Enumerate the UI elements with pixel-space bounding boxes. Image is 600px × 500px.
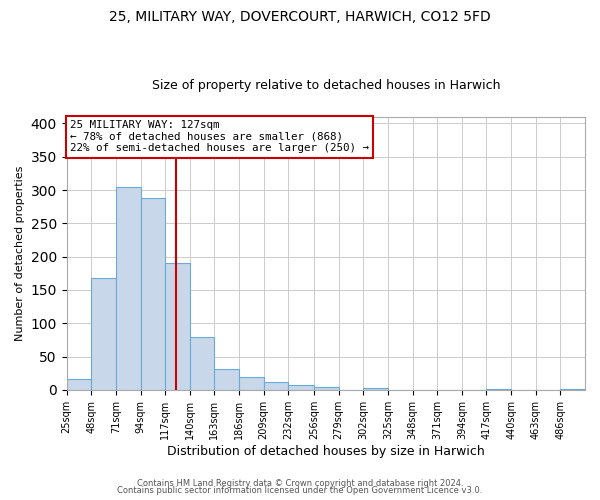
Bar xyxy=(67,379,91,390)
Bar xyxy=(289,384,314,390)
X-axis label: Distribution of detached houses by size in Harwich: Distribution of detached houses by size … xyxy=(167,444,485,458)
Bar xyxy=(140,198,165,390)
Bar xyxy=(314,386,338,390)
Y-axis label: Number of detached properties: Number of detached properties xyxy=(15,166,25,341)
Bar xyxy=(165,264,190,390)
Bar xyxy=(91,278,116,390)
Bar xyxy=(214,369,239,390)
Text: 25, MILITARY WAY, DOVERCOURT, HARWICH, CO12 5FD: 25, MILITARY WAY, DOVERCOURT, HARWICH, C… xyxy=(109,10,491,24)
Bar xyxy=(364,388,388,390)
Text: Contains HM Land Registry data © Crown copyright and database right 2024.: Contains HM Land Registry data © Crown c… xyxy=(137,478,463,488)
Bar xyxy=(239,377,264,390)
Bar xyxy=(264,382,289,390)
Text: Contains public sector information licensed under the Open Government Licence v3: Contains public sector information licen… xyxy=(118,486,482,495)
Text: 25 MILITARY WAY: 127sqm
← 78% of detached houses are smaller (868)
22% of semi-d: 25 MILITARY WAY: 127sqm ← 78% of detache… xyxy=(70,120,369,154)
Bar xyxy=(190,337,214,390)
Bar xyxy=(487,388,511,390)
Title: Size of property relative to detached houses in Harwich: Size of property relative to detached ho… xyxy=(152,79,500,92)
Bar xyxy=(560,388,585,390)
Bar xyxy=(116,186,140,390)
